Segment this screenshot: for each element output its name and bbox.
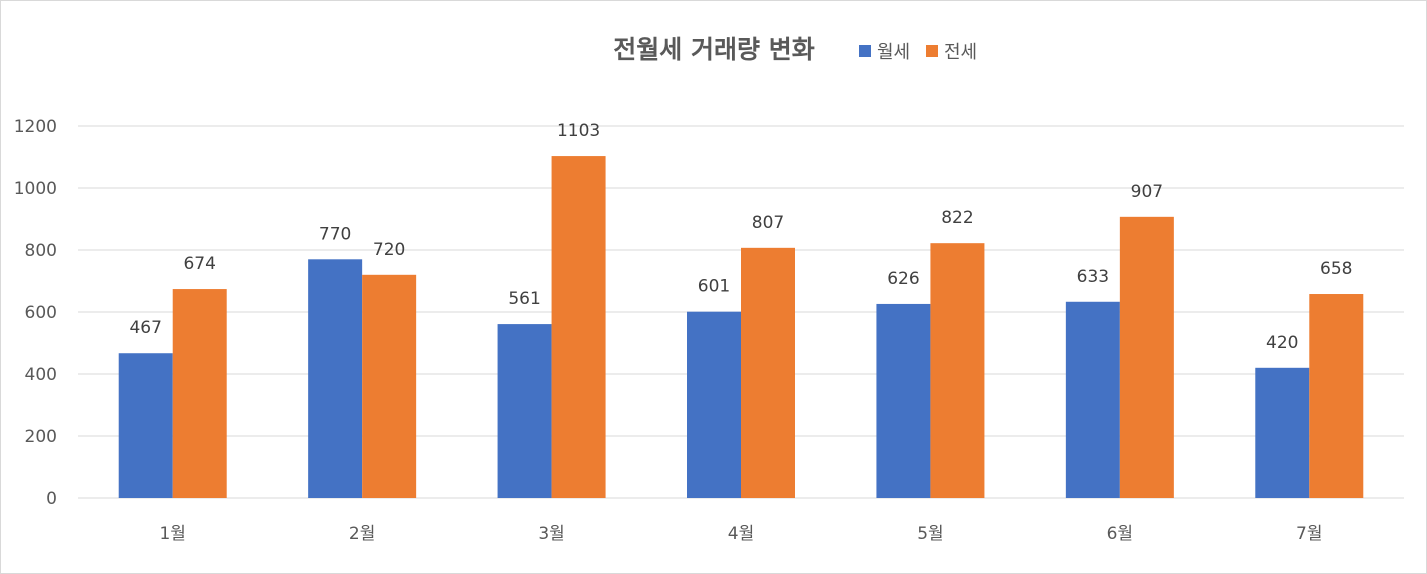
bar-monthly-rent: [876, 303, 931, 498]
bar-monthly-rent: [1065, 301, 1120, 498]
data-label: 658: [1320, 259, 1352, 279]
bar-monthly-rent: [687, 311, 741, 498]
data-labels: 467 674 770 720 561 1103 601 807 626 822 633 907 420…: [129, 121, 1352, 353]
data-label: 807: [752, 213, 784, 233]
x-category-label: 6월: [1107, 524, 1133, 544]
bar-jeonse: [172, 289, 227, 498]
bar-jeonse: [551, 156, 606, 498]
y-axis-ticks: 0 200 400 600 800 1000 1200: [14, 117, 57, 509]
legend-swatch-jeonse: [926, 45, 938, 57]
bar-jeonse: [1309, 294, 1364, 498]
bar-monthly-rent: [308, 259, 363, 498]
bar-jeonse: [930, 243, 985, 498]
chart-title: 전월세 거래량 변화: [613, 35, 814, 64]
data-label: 1103: [557, 121, 600, 141]
legend-swatch-monthly-rent: [859, 45, 871, 57]
x-category-label: 2월: [349, 524, 375, 544]
bar-jeonse: [1119, 216, 1174, 498]
data-label: 467: [129, 318, 161, 338]
data-label: 770: [319, 224, 351, 244]
data-label: 674: [183, 254, 215, 274]
data-label: 822: [941, 208, 973, 228]
bars: [118, 156, 1364, 498]
y-tick-label: 800: [25, 241, 57, 261]
legend-label-jeonse: 전세: [944, 42, 977, 63]
y-tick-label: 0: [46, 489, 57, 509]
y-tick-label: 200: [25, 427, 57, 447]
x-category-label: 4월: [728, 524, 754, 544]
x-category-label: 1월: [159, 524, 185, 544]
y-tick-label: 400: [25, 365, 57, 385]
bar-jeonse: [362, 274, 417, 498]
legend-label-monthly-rent: 월세: [877, 42, 910, 63]
bar-jeonse: [741, 247, 795, 498]
data-label: 720: [373, 240, 405, 260]
bar-monthly-rent: [118, 353, 173, 498]
data-label: 626: [887, 269, 919, 289]
y-tick-label: 1000: [14, 179, 57, 199]
x-category-label: 5월: [917, 524, 943, 544]
data-label: 561: [508, 289, 540, 309]
data-label: 601: [698, 277, 730, 297]
y-tick-label: 600: [25, 303, 57, 323]
x-axis-categories: 1월 2월 3월 4월 5월 6월 7월: [159, 524, 1322, 544]
x-category-label: 3월: [538, 524, 564, 544]
data-label: 633: [1077, 267, 1109, 287]
bar-monthly-rent: [1255, 367, 1310, 498]
data-label: 907: [1131, 182, 1163, 202]
legend: 월세 전세: [859, 42, 977, 63]
bar-monthly-rent: [497, 324, 552, 498]
x-category-label: 7월: [1296, 524, 1322, 544]
y-tick-label: 1200: [14, 117, 57, 137]
data-label: 420: [1266, 333, 1298, 353]
